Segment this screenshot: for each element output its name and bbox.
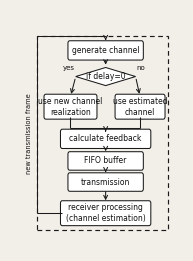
FancyBboxPatch shape [68,173,143,191]
Text: receiver processing
(channel estimation): receiver processing (channel estimation) [66,203,146,223]
Text: use new channel
realization: use new channel realization [38,97,103,117]
Text: calculate feedback: calculate feedback [69,134,142,143]
FancyBboxPatch shape [60,201,151,226]
Text: FIFO buffer: FIFO buffer [85,156,127,165]
Text: generate channel: generate channel [72,46,139,55]
Text: transmission: transmission [81,177,130,187]
FancyBboxPatch shape [68,41,143,60]
Text: yes: yes [63,65,75,71]
FancyBboxPatch shape [68,152,143,170]
FancyBboxPatch shape [115,94,165,119]
FancyBboxPatch shape [44,94,97,119]
Text: if delay=0: if delay=0 [86,72,125,81]
Text: use estimated
channel: use estimated channel [113,97,167,117]
Text: new transmission frame: new transmission frame [26,93,32,174]
FancyBboxPatch shape [60,129,151,149]
Polygon shape [76,68,135,86]
Text: no: no [136,65,145,71]
